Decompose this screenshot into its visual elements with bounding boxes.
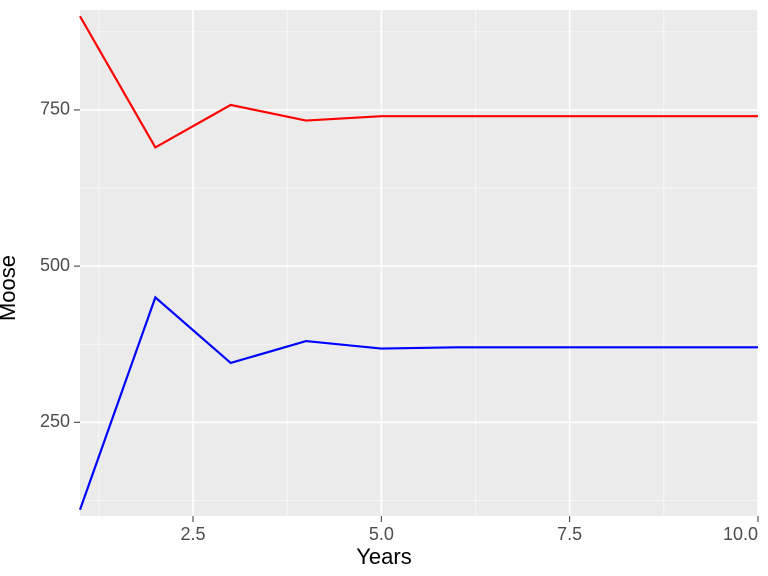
panel-background bbox=[80, 10, 758, 516]
plot-svg: 2505007502.55.07.510.0 bbox=[80, 10, 758, 516]
plot-area: 2505007502.55.07.510.0 bbox=[80, 10, 758, 516]
x-tick-label: 5.0 bbox=[369, 524, 394, 544]
moose-chart: Moose Years 2505007502.55.07.510.0 bbox=[0, 0, 768, 576]
x-tick-label: 2.5 bbox=[180, 524, 205, 544]
y-tick-label: 250 bbox=[40, 411, 70, 431]
y-tick-label: 750 bbox=[40, 99, 70, 119]
x-tick-label: 7.5 bbox=[557, 524, 582, 544]
x-axis-title: Years bbox=[356, 544, 411, 570]
y-axis-title: Moose bbox=[0, 255, 21, 321]
x-tick-label: 10.0 bbox=[723, 524, 758, 544]
y-tick-label: 500 bbox=[40, 255, 70, 275]
